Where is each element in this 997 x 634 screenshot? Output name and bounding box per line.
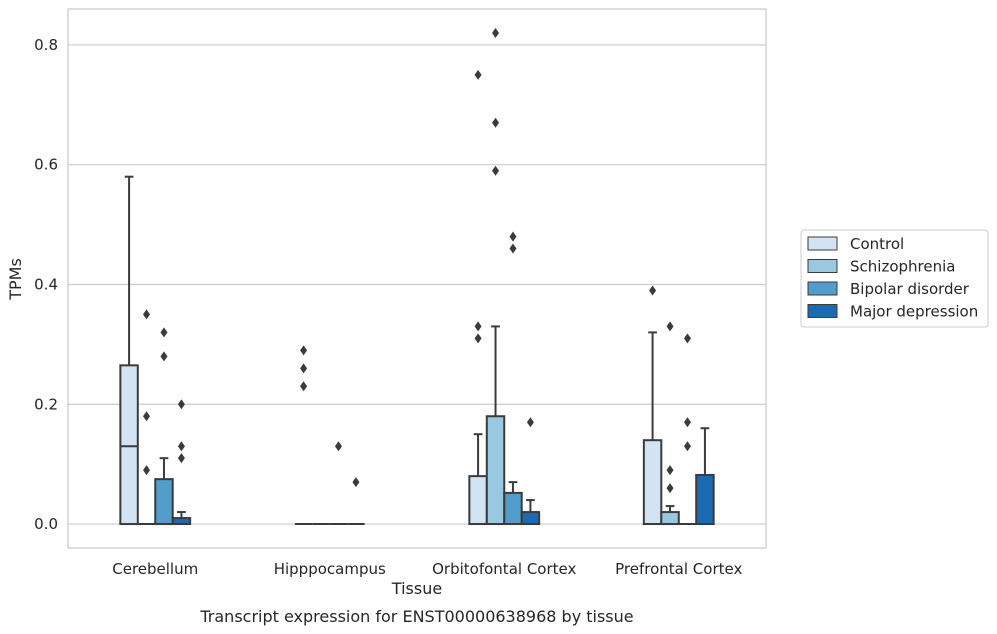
outlier-point <box>492 117 500 128</box>
box-major-depression <box>520 417 541 526</box>
legend: Control Schizophrenia Bipolar disorder Majo… <box>800 229 989 328</box>
y-tick-label: 0.8 <box>34 36 58 54</box>
outlier-point <box>492 27 500 38</box>
legend-swatch <box>807 236 838 251</box>
legend-swatch <box>807 304 838 318</box>
legend-label: Major depression <box>850 303 978 321</box>
box-iqr <box>154 478 174 526</box>
box-iqr <box>119 364 139 526</box>
outlier-point <box>177 441 185 452</box>
outlier-point <box>666 483 674 494</box>
outlier-point <box>334 441 342 452</box>
box-major-depression <box>695 427 715 526</box>
box-bipolar-disorder <box>154 327 174 526</box>
box-iqr <box>503 491 523 526</box>
outlier-point <box>352 477 360 488</box>
chart-caption: Transcript expression for ENST0000063896… <box>199 607 633 626</box>
x-tick-label: Hipppocampus <box>274 560 386 578</box>
outlier-point <box>666 321 674 332</box>
box-control <box>642 285 663 526</box>
box-bipolar-disorder <box>329 441 348 526</box>
box-control <box>468 69 488 526</box>
outlier-point <box>160 351 168 362</box>
box-schizophrenia <box>137 309 156 526</box>
x-tick-labels: Cerebellum Hipppocampus Orbitofontal Corte… <box>112 560 742 578</box>
outlier-point <box>683 441 691 452</box>
box-iqr <box>468 475 488 526</box>
x-axis-title: Tissue <box>391 579 442 598</box>
x-tick-label: Orbitofontal Cortex <box>432 560 576 578</box>
outlier-point <box>509 231 517 242</box>
outlier-point <box>300 345 308 356</box>
box-bipolar-disorder <box>678 333 697 526</box>
box-control <box>294 345 313 526</box>
y-tick-label: 0.0 <box>34 515 58 533</box>
outlier-point <box>683 417 691 428</box>
outlier-point <box>649 285 657 296</box>
outlier-point <box>509 243 517 254</box>
legend-swatch <box>807 281 838 296</box>
legend-frame <box>800 229 989 328</box>
outlier-point <box>143 309 151 320</box>
outlier-point <box>526 417 534 428</box>
x-tick-label: Prefrontal Cortex <box>615 560 742 578</box>
outlier-point <box>474 333 482 344</box>
outlier-point <box>177 399 185 410</box>
outlier-point <box>666 465 674 476</box>
legend-label: Bipolar disorder <box>850 280 970 298</box>
y-tick-label: 0.2 <box>34 395 58 413</box>
box-groups <box>119 27 715 526</box>
box-major-depression <box>171 399 192 526</box>
outlier-point <box>177 453 185 464</box>
box-schizophrenia <box>660 321 680 526</box>
y-tick-labels: 0.0 0.2 0.4 0.6 0.8 <box>34 36 58 533</box>
y-tick-label: 0.6 <box>34 156 58 174</box>
legend-swatch <box>807 259 838 273</box>
legend-label: Schizophrenia <box>850 258 955 276</box>
outlier-point <box>143 465 151 476</box>
outlier-point <box>300 381 308 392</box>
outlier-point <box>160 327 168 338</box>
plot-frame <box>67 8 767 549</box>
box-iqr <box>485 415 506 526</box>
y-tick-label: 0.4 <box>34 275 58 293</box>
box-major-depression <box>347 477 365 526</box>
outlier-point <box>474 321 482 332</box>
y-axis-title: TPMs <box>6 258 25 301</box>
outlier-point <box>143 411 151 422</box>
box-iqr <box>660 511 680 526</box>
box-control <box>119 175 139 526</box>
outlier-point <box>683 333 691 344</box>
outlier-point <box>474 69 482 80</box>
box-bipolar-disorder <box>503 231 523 526</box>
box-iqr <box>695 473 715 526</box>
legend-label: Control <box>850 235 904 253</box>
x-tick-label: Cerebellum <box>112 560 198 578</box>
outlier-point <box>492 165 500 176</box>
box-schizophrenia <box>485 27 506 526</box>
box-iqr <box>642 439 663 526</box>
outlier-point <box>300 363 308 374</box>
box-iqr <box>520 511 541 526</box>
